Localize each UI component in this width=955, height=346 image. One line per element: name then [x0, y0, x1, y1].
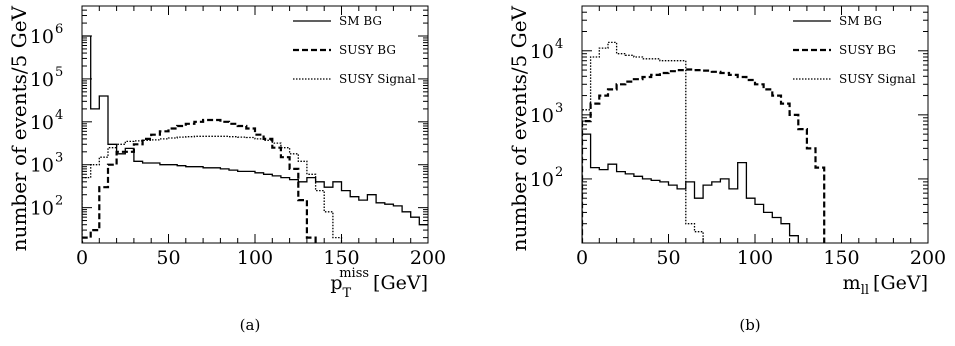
y-tick-exponent: 2 [555, 165, 563, 180]
series-susy-signal [582, 41, 704, 243]
legend-label: SUSY Signal [839, 72, 916, 86]
plot-frame [81, 5, 429, 244]
series-susy-signal [82, 135, 343, 243]
x-tick-label: 0 [76, 247, 88, 269]
panel-caption: (b) [739, 316, 760, 334]
legend-label: SM BG [339, 14, 382, 28]
x-tick-label: 0 [576, 247, 588, 269]
x-axis-label-unit: [GeV] [373, 272, 428, 294]
x-tick-label: 150 [823, 247, 859, 269]
x-tick-label: 50 [656, 247, 680, 269]
y-tick-exponent: 2 [55, 194, 63, 209]
y-tick-label: 10 [530, 41, 554, 63]
y-axis-label: number of events/5 GeV [7, 5, 31, 251]
legend-label: SUSY BG [339, 43, 396, 57]
plot-frame [581, 5, 929, 244]
y-tick-exponent: 3 [55, 151, 63, 166]
y-tick-label: 10 [30, 112, 54, 134]
x-axis-label-main: p [330, 272, 342, 294]
series-susy-bg [82, 118, 317, 243]
x-axis-label-sub: T [343, 286, 352, 301]
x-axis-label: pTmiss [GeV] [330, 266, 428, 301]
y-tick-exponent: 3 [555, 101, 563, 116]
x-axis-label: mll [GeV] [843, 272, 928, 298]
legend-label: SM BG [839, 14, 882, 28]
y-tick-exponent: 4 [555, 37, 563, 52]
x-axis-label-sup: miss [339, 266, 369, 281]
y-tick-label: 10 [30, 155, 54, 177]
x-tick-label: 200 [410, 247, 446, 269]
y-tick-exponent: 4 [55, 108, 63, 123]
x-tick-label: 50 [156, 247, 180, 269]
y-tick-label: 10 [30, 26, 54, 48]
y-tick-label: 10 [30, 69, 54, 91]
legend-label: SUSY Signal [339, 72, 416, 86]
x-axis-label-sub: ll [861, 283, 869, 298]
y-tick-label: 10 [30, 198, 54, 220]
x-tick-label: 100 [737, 247, 773, 269]
x-axis-label-main: m [843, 272, 861, 294]
x-tick-label: 100 [237, 247, 273, 269]
panel-caption: (a) [240, 316, 261, 334]
series-sm-bg [582, 133, 799, 243]
x-tick-label: 200 [910, 247, 946, 269]
series-sm-bg [82, 35, 428, 243]
series-susy-bg [582, 68, 826, 243]
y-tick-exponent: 5 [55, 65, 63, 80]
y-tick-exponent: 6 [55, 22, 63, 37]
x-tick-label: 150 [323, 247, 359, 269]
legend-label: SUSY BG [839, 43, 896, 57]
y-tick-label: 10 [530, 105, 554, 127]
y-tick-label: 10 [530, 169, 554, 191]
y-axis-label: number of events/5 GeV [507, 5, 531, 251]
x-axis-label-unit: [GeV] [873, 272, 928, 294]
